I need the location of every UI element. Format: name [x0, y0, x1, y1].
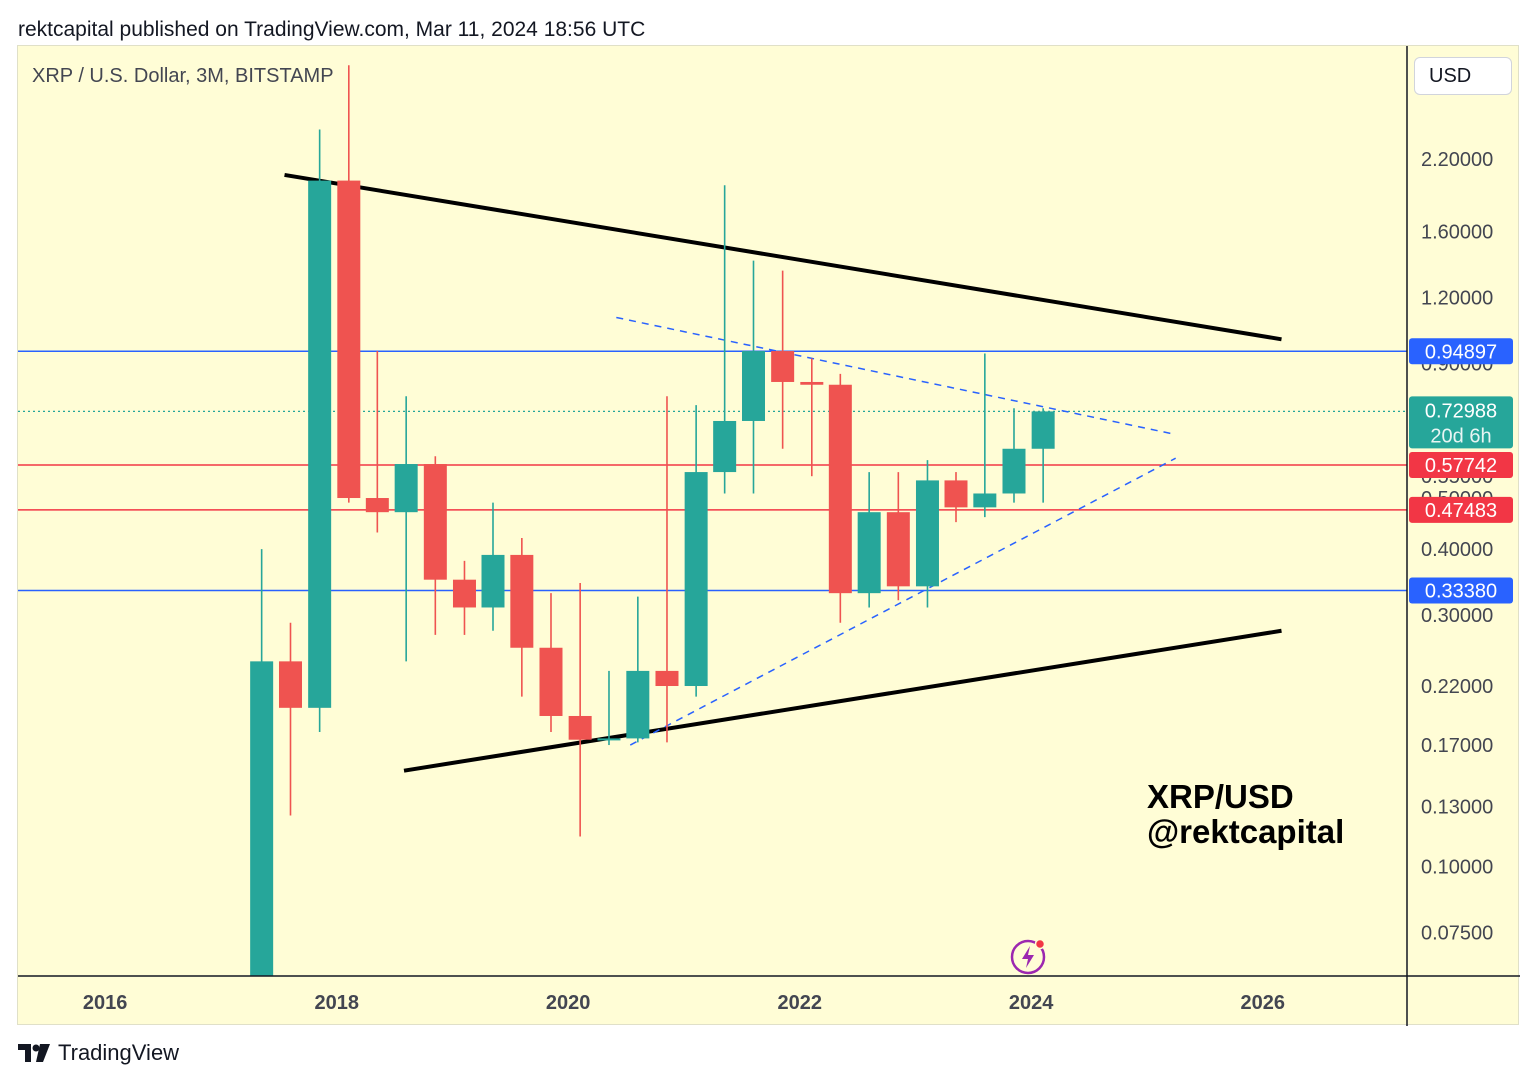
- candle-body: [481, 554, 505, 608]
- y-tick-label: 2.20000: [1421, 149, 1493, 171]
- candle-body: [365, 498, 389, 513]
- price-label: 0.94897: [1425, 341, 1497, 363]
- y-tick-label: 0.17000: [1421, 735, 1493, 757]
- price-label-bg: [1409, 338, 1513, 365]
- candle-body: [308, 180, 332, 708]
- trendline-lower-dashed: [629, 457, 1177, 746]
- y-tick-label: 0.22000: [1421, 676, 1493, 698]
- time-axis: 2016 2018 2020 2022 2024 2026: [18, 975, 1520, 1014]
- brand-name: TradingView: [58, 1040, 180, 1065]
- publish-line: rektcapital published on TradingView.com…: [18, 18, 646, 41]
- price-label: 0.47483: [1425, 500, 1497, 522]
- flash-alert-icon[interactable]: [1009, 937, 1047, 975]
- y-tick-label: 0.07500: [1421, 922, 1493, 944]
- candle-body: [713, 420, 737, 473]
- price-labels: 0.94897 0.57742 0.47483 0.33380 0.72988 20d 6…: [1409, 338, 1513, 604]
- x-tick-label: 2020: [546, 992, 591, 1014]
- candle-body: [1031, 411, 1055, 449]
- tradingview-logo-icon: [18, 1044, 50, 1062]
- symbol-label: XRP / U.S. Dollar, 3M, BITSTAMP: [32, 65, 334, 87]
- candle-body: [626, 670, 650, 739]
- y-tick-label: 0.30000: [1421, 605, 1493, 627]
- candle-body: [655, 670, 679, 687]
- current-price-label: 0.72988: [1425, 400, 1497, 422]
- x-tick-label: 2016: [83, 992, 128, 1014]
- x-tick-label: 2024: [1009, 992, 1054, 1014]
- trendlines: [284, 172, 1282, 773]
- watermark-author: @rektcapital: [1147, 813, 1345, 850]
- candle-body: [857, 512, 881, 594]
- candlestick-chart[interactable]: 3.000002.200001.600001.200000.900000.550…: [18, 46, 1520, 1026]
- candle-body: [800, 381, 824, 385]
- x-tick-label: 2018: [315, 992, 360, 1014]
- chart-frame[interactable]: 3.000002.200001.600001.200000.900000.550…: [17, 45, 1520, 1026]
- trendline-lower-support: [403, 628, 1282, 773]
- candles: [250, 65, 1055, 976]
- candle-body: [394, 464, 418, 513]
- candle-body: [886, 512, 910, 587]
- candle-body: [452, 579, 476, 608]
- tradingview-logo[interactable]: TradingView: [18, 1040, 179, 1066]
- candle-body: [539, 647, 563, 716]
- trendline-upper-resistance: [284, 172, 1282, 342]
- x-tick-label: 2022: [778, 992, 823, 1014]
- current-price-label-bg: [1409, 396, 1513, 449]
- candle-body: [568, 715, 592, 740]
- trendline-upper-dashed: [616, 316, 1176, 436]
- candle-body: [771, 351, 795, 382]
- candle-body: [684, 472, 708, 687]
- y-tick-label: 0.40000: [1421, 539, 1493, 561]
- price-label: 0.33380: [1425, 581, 1497, 603]
- y-tick-label: 1.20000: [1421, 288, 1493, 310]
- horizontal-levels: [18, 350, 1407, 592]
- author-watermark: XRP/USD @rektcapital: [1147, 779, 1344, 849]
- candle-body: [828, 384, 852, 594]
- candle-body: [1002, 448, 1026, 494]
- candle-body: [510, 554, 534, 648]
- candle-body: [741, 351, 765, 421]
- price-label-bg: [1409, 452, 1513, 479]
- candle-body: [423, 464, 447, 580]
- price-label-bg: [1409, 577, 1513, 604]
- candle-body: [597, 738, 621, 741]
- candle-body: [337, 180, 361, 499]
- watermark-pair: XRP/USD: [1147, 778, 1294, 815]
- currency-selector[interactable]: USD: [1414, 57, 1512, 95]
- y-tick-label: 0.10000: [1421, 857, 1493, 879]
- candle-body: [278, 661, 302, 708]
- candle-body: [250, 661, 274, 976]
- candle-body: [973, 493, 997, 508]
- y-tick-label: 1.60000: [1421, 222, 1493, 244]
- x-tick-label: 2026: [1241, 992, 1286, 1014]
- price-label: 0.57742: [1425, 455, 1497, 477]
- price-label-bg: [1409, 496, 1513, 523]
- candle-body: [915, 480, 939, 587]
- y-tick-label: 0.13000: [1421, 796, 1493, 818]
- candle-body: [944, 480, 968, 508]
- price-axis: 3.000002.200001.600001.200000.900000.550…: [1406, 46, 1493, 1026]
- countdown-label: 20d 6h: [1430, 425, 1491, 447]
